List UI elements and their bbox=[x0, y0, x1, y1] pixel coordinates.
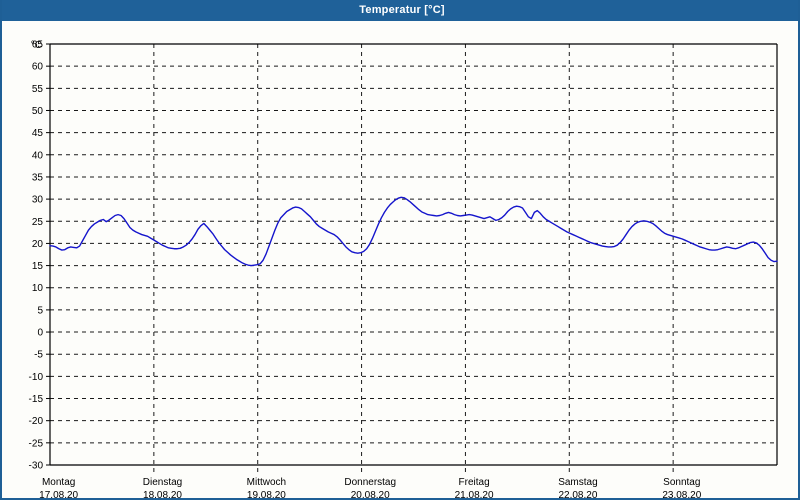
x-axis-day-label: Dienstag bbox=[143, 477, 182, 488]
x-axis-day-label: Donnerstag bbox=[344, 477, 396, 488]
x-axis-date-label: 19.08.20 bbox=[247, 490, 286, 498]
y-axis-tick-label: 35 bbox=[32, 172, 44, 183]
y-axis-unit: °C bbox=[31, 40, 42, 51]
temperature-line-chart: °C 65605550454035302520151050-5-10-15-20… bbox=[29, 40, 778, 498]
y-axis-tick-label: 45 bbox=[32, 128, 44, 139]
x-axis-tick-labels: Montag 17.08.20 Dienstag 18.08.20 Mittwoch 19… bbox=[39, 477, 702, 498]
x-axis-day-label: Mittwoch bbox=[247, 477, 286, 488]
y-axis-tick-label: 5 bbox=[37, 305, 43, 316]
x-axis-date-label: 23.08.20 bbox=[662, 490, 701, 498]
y-axis-tick-label: 15 bbox=[32, 261, 44, 272]
y-axis-tick-label: -10 bbox=[29, 372, 44, 383]
y-axis-tick-label: 65 bbox=[32, 40, 44, 51]
y-axis-tick-label: 55 bbox=[32, 84, 44, 95]
y-axis-tick-label: 25 bbox=[32, 217, 44, 228]
x-axis-date-label: 21.08.20 bbox=[455, 490, 494, 498]
y-axis-tick-label: 20 bbox=[32, 239, 44, 250]
y-axis-tick-label: -30 bbox=[29, 461, 44, 472]
y-axis-tick-label: -25 bbox=[29, 438, 44, 449]
page-title: Temperatur [°C] bbox=[359, 4, 445, 16]
y-axis-tick-label: -20 bbox=[29, 416, 44, 427]
y-axis-tick-label: 30 bbox=[32, 195, 44, 206]
y-axis-tick-labels: 65605550454035302520151050-5-10-15-20-25… bbox=[29, 40, 50, 472]
plot-frame bbox=[49, 43, 778, 466]
x-axis-day-label: Freitag bbox=[459, 477, 490, 488]
y-axis-tick-label: 40 bbox=[32, 150, 44, 161]
y-axis-tick-label: -15 bbox=[29, 394, 44, 405]
x-axis-date-label: 22.08.20 bbox=[558, 490, 597, 498]
vertical-day-gridlines bbox=[153, 44, 674, 473]
x-axis-date-label: 20.08.20 bbox=[351, 490, 390, 498]
chart-plot-area: °C 65 60 55 50 45 40 35 30 25 20 15 10 5 0 -5 -10 -15 -20… bbox=[2, 21, 798, 498]
y-axis-tick-label: 60 bbox=[32, 62, 44, 73]
temperature-series-line bbox=[49, 196, 778, 267]
y-axis-tick-label: 50 bbox=[32, 106, 44, 117]
horizontal-gridlines bbox=[50, 43, 777, 444]
x-axis-day-label: Sonntag bbox=[663, 477, 700, 488]
y-axis-unit-label: °C bbox=[31, 40, 42, 51]
x-axis-date-label: 17.08.20 bbox=[39, 490, 78, 498]
x-axis-day-label: Samstag bbox=[558, 477, 597, 488]
window-title-bar: Temperatur [°C] bbox=[2, 0, 798, 21]
y-axis-tick-label: 0 bbox=[37, 328, 43, 339]
x-axis-date-label: 18.08.20 bbox=[143, 490, 182, 498]
temperature-line-path bbox=[49, 196, 778, 267]
y-axis-tick-label: -5 bbox=[34, 350, 43, 361]
x-axis-day-label: Montag bbox=[42, 477, 75, 488]
y-axis-tick-label: 10 bbox=[32, 283, 44, 294]
